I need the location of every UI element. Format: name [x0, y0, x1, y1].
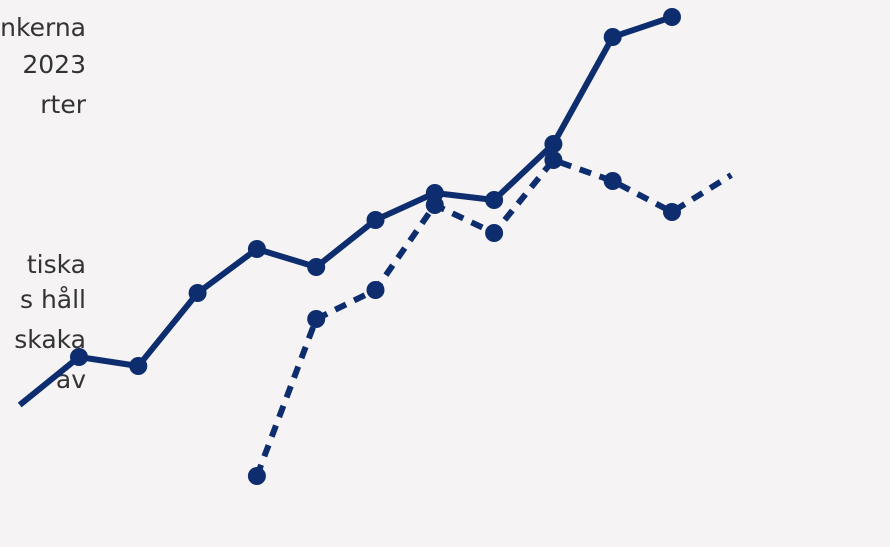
paragraph-1-line-3: rter: [40, 90, 86, 119]
series-2-point: [247, 467, 266, 485]
series-2-point: [663, 203, 681, 221]
series-2-point: [366, 281, 385, 299]
paragraph-1-line-2: 2023: [22, 50, 86, 79]
series-2-point: [485, 224, 504, 242]
series-2-point: [603, 172, 622, 190]
series-1-point: [188, 284, 207, 302]
series-2-point: [307, 310, 326, 328]
series-1-point: [70, 348, 88, 366]
series-2-point: [425, 196, 444, 214]
paragraph-2-line-3: skaka: [14, 325, 86, 354]
series-1-point: [544, 135, 563, 153]
paragraph-1-line-1: nkerna: [0, 13, 86, 42]
series-1-point: [307, 258, 326, 276]
series-1-point: [485, 191, 504, 209]
series-1-solid-line: [17, 14, 673, 408]
series-1-point: [366, 211, 385, 229]
series-1-point: [247, 240, 266, 258]
paragraph-2-line-1: tiska: [26, 250, 86, 279]
series-1-point: [663, 8, 681, 26]
series-2-point: [544, 151, 563, 169]
series-1-point: [129, 357, 148, 375]
paragraph-2-line-2: s håll: [19, 285, 86, 314]
series-1-point: [603, 28, 622, 46]
description-text: nkerna 2023 rter tiska s håll skaka av: [0, 0, 100, 547]
